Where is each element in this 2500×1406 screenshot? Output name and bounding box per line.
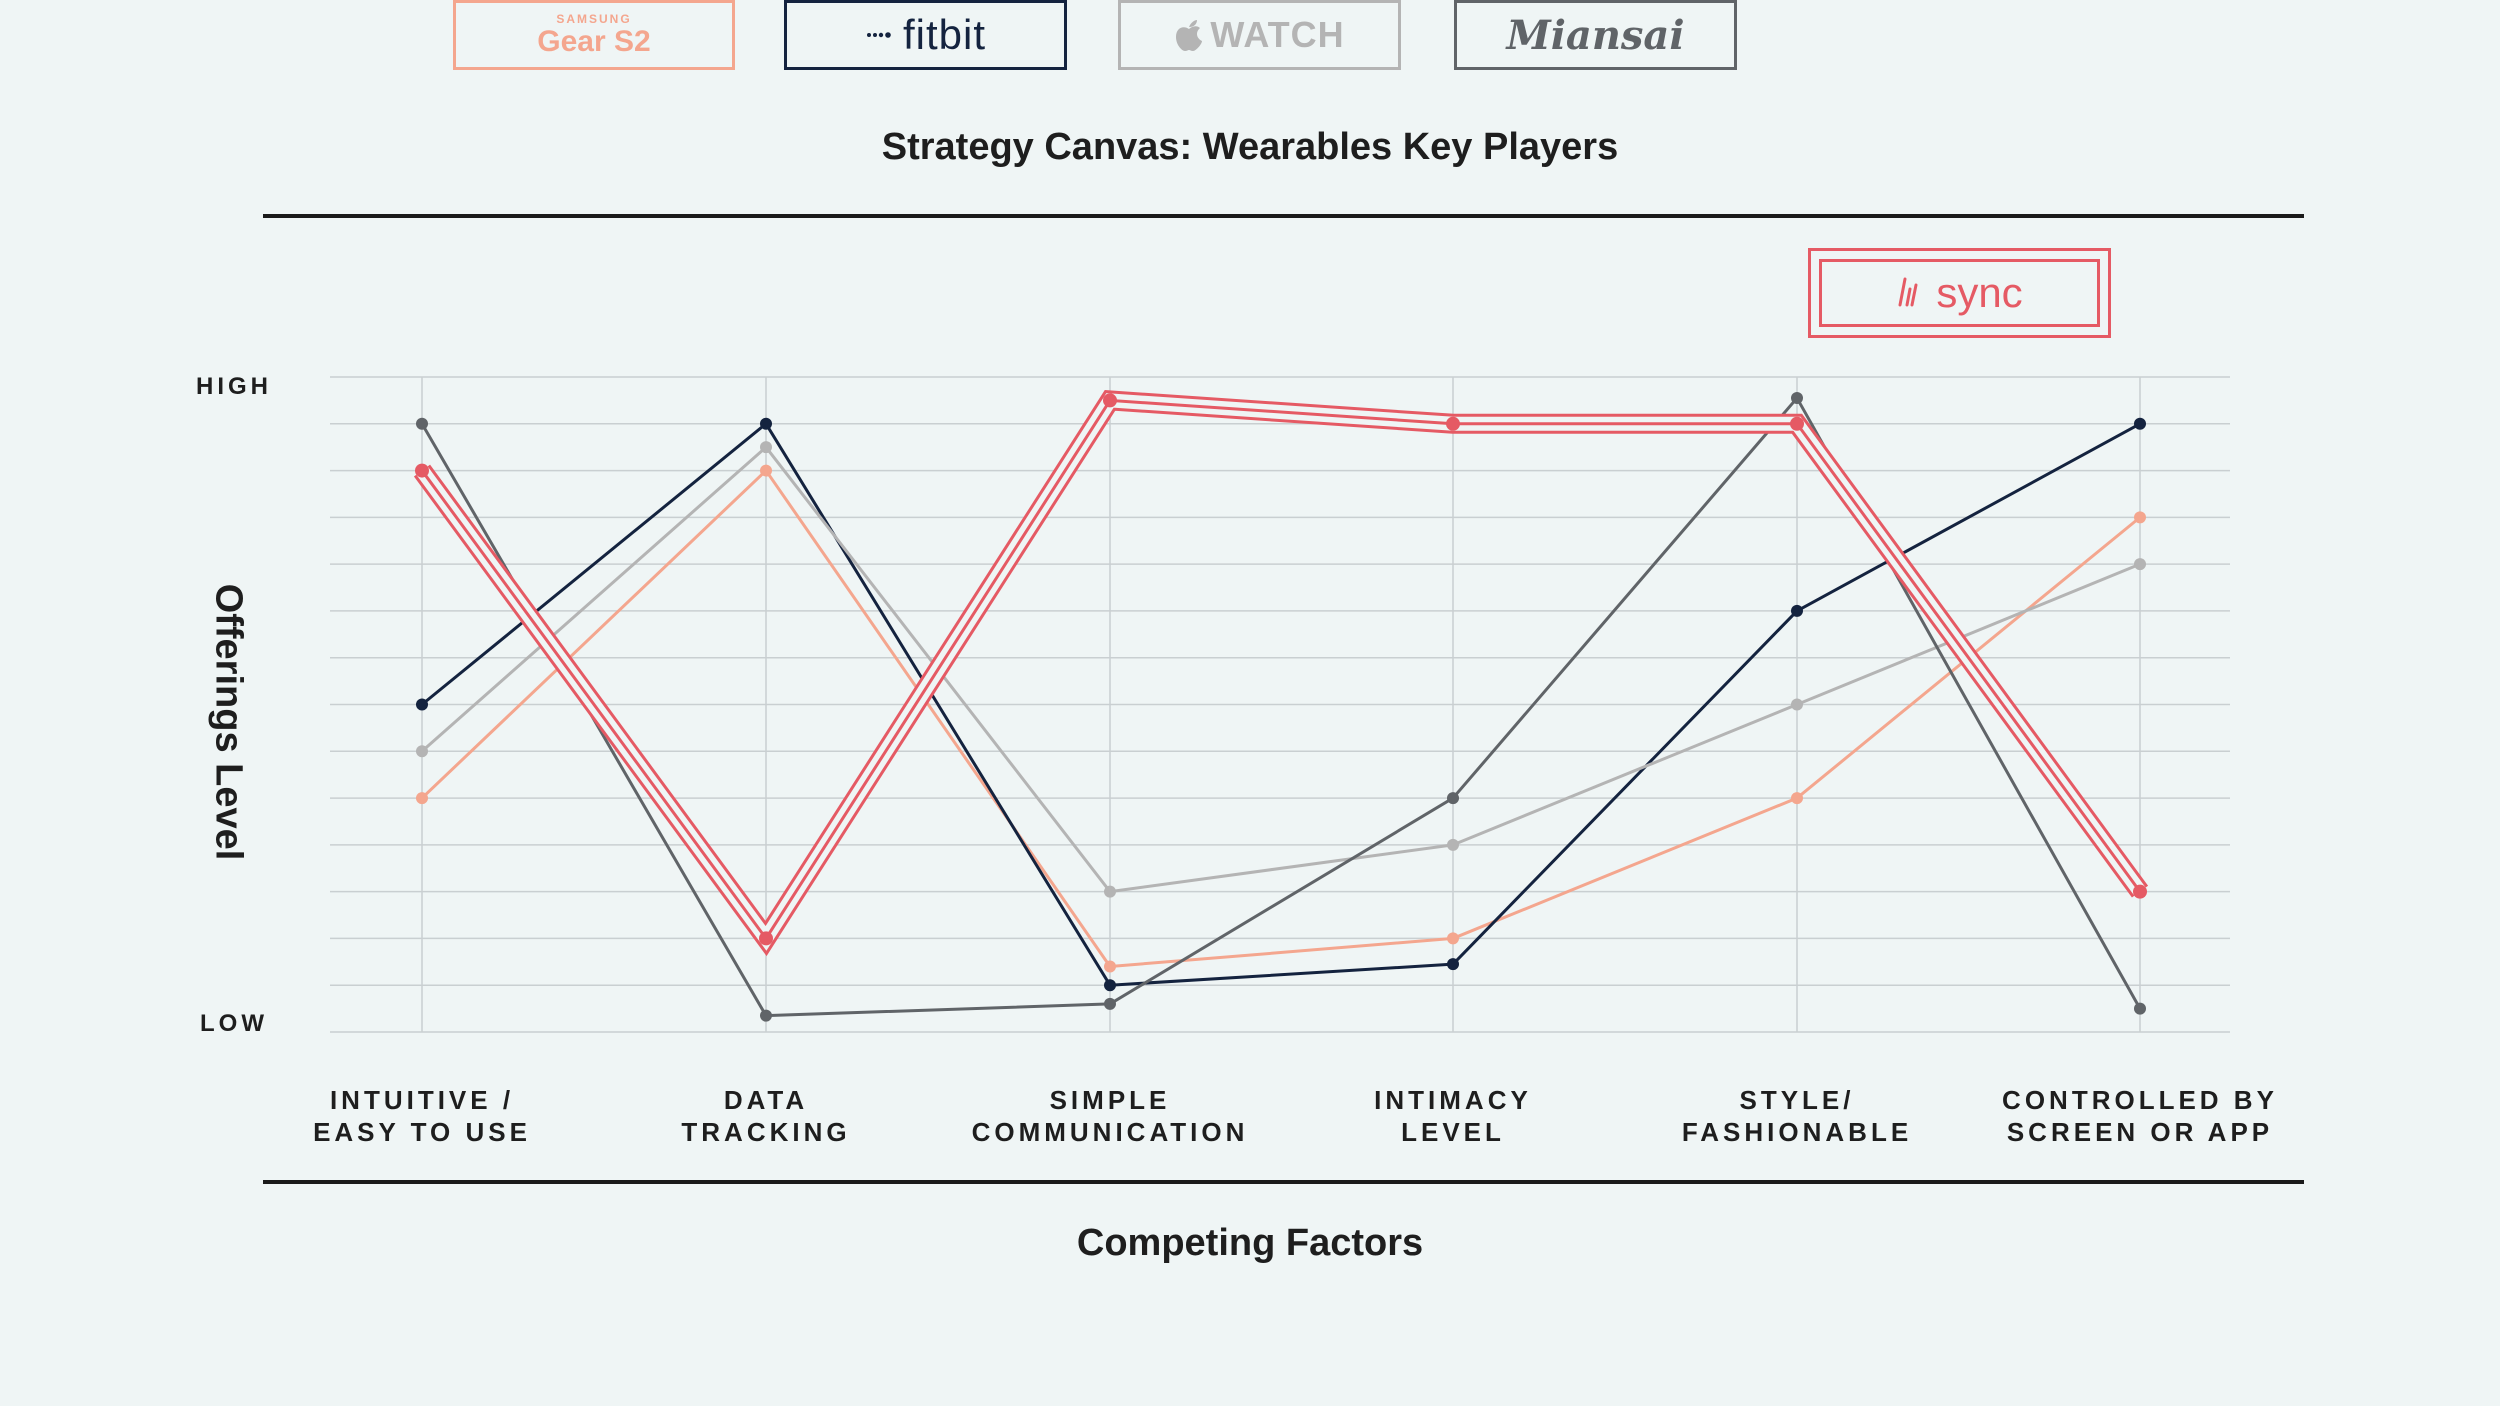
- x-tick-label-1: DATA TRACKING: [681, 1085, 851, 1147]
- legend-gear-s2-label: Gear S2: [537, 25, 651, 58]
- data-point-miansai-4: [1791, 392, 1803, 405]
- data-point-watch-4: [1791, 698, 1803, 711]
- data-point-fitbit-1: [760, 417, 772, 430]
- bottom-rule: [263, 1180, 2304, 1184]
- data-point-watch-0: [416, 745, 428, 758]
- top-rule: [263, 214, 2304, 218]
- series-line-gear-s2: [420, 469, 2141, 968]
- data-point-gear-s2-2: [1104, 960, 1116, 973]
- data-point-watch-5: [2134, 558, 2146, 571]
- legend-fitbit-label: fitbit: [902, 11, 987, 58]
- legend-gear-s2-brand: SAMSUNG: [556, 12, 632, 26]
- data-point-watch-3: [1447, 838, 1459, 851]
- data-point-sync-3: [1446, 416, 1460, 431]
- data-point-sync-1: [759, 931, 773, 946]
- data-point-fitbit-2: [1104, 979, 1116, 992]
- data-point-fitbit-4: [1791, 604, 1803, 617]
- data-point-watch-1: [760, 441, 772, 454]
- data-point-miansai-5: [2134, 1002, 2146, 1015]
- data-point-gear-s2-1: [760, 464, 772, 477]
- legend-watch-label: WATCH: [1210, 14, 1345, 55]
- data-point-sync-2: [1103, 393, 1117, 408]
- x-tick-label-0: INTUITIVE / EASY TO USE: [313, 1085, 531, 1147]
- data-point-fitbit-3: [1447, 958, 1459, 971]
- legend-item-gear-s2: SAMSUNG Gear S2: [453, 0, 735, 70]
- legend-sync-label: sync: [1936, 269, 2023, 316]
- data-point-watch-2: [1104, 885, 1116, 898]
- apple-logo-icon: [1176, 20, 1203, 51]
- legend-item-watch: WATCH: [1118, 0, 1401, 70]
- x-axis-title: Competing Factors: [1076, 1222, 1424, 1264]
- data-point-miansai-3: [1447, 792, 1459, 805]
- series-line-fitbit: [421, 422, 2141, 987]
- data-point-fitbit-5: [2134, 417, 2146, 430]
- legend-sync-inner: sync: [1819, 259, 2100, 327]
- x-tick-label-4: STYLE/ FASHIONABLE: [1681, 1085, 1913, 1147]
- data-point-sync-0: [415, 463, 429, 478]
- legend-item-fitbit: fitbit: [784, 0, 1067, 70]
- x-tick-label-2: SIMPLE COMMUNICATION: [971, 1085, 1249, 1147]
- legend-miansai-label: Miansai: [1506, 11, 1685, 59]
- data-point-gear-s2-3: [1447, 932, 1459, 945]
- chart-title: Strategy Canvas: Wearables Key Players: [881, 126, 1619, 168]
- data-point-gear-s2-0: [416, 792, 428, 805]
- y-tick-high: HIGH: [196, 373, 272, 400]
- data-point-gear-s2-5: [2134, 511, 2146, 524]
- data-point-sync-4: [1790, 416, 1804, 431]
- x-tick-label-5: CONTROLLED BY SCREEN OR APP: [2002, 1085, 2278, 1147]
- legend-item-sync: sync: [1808, 248, 2111, 338]
- data-point-fitbit-0: [416, 698, 428, 711]
- sync-logo-icon: [1898, 277, 1918, 307]
- data-point-miansai-0: [416, 417, 428, 430]
- data-point-miansai-2: [1104, 997, 1116, 1010]
- data-point-miansai-1: [760, 1009, 772, 1022]
- fitbit-dots-icon: [866, 32, 891, 38]
- data-point-gear-s2-4: [1791, 792, 1803, 805]
- series-line-sync: [420, 398, 2142, 942]
- legend-item-miansai: Miansai: [1454, 0, 1737, 70]
- series-line-watch: [421, 445, 2141, 894]
- series-line-miansai: [420, 396, 2142, 1018]
- y-tick-low: LOW: [200, 1010, 268, 1037]
- data-point-sync-5: [2133, 884, 2147, 899]
- x-tick-label-3: INTIMACY LEVEL: [1374, 1085, 1532, 1147]
